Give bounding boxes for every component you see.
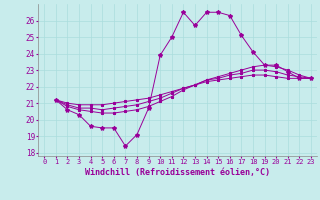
X-axis label: Windchill (Refroidissement éolien,°C): Windchill (Refroidissement éolien,°C)	[85, 168, 270, 177]
